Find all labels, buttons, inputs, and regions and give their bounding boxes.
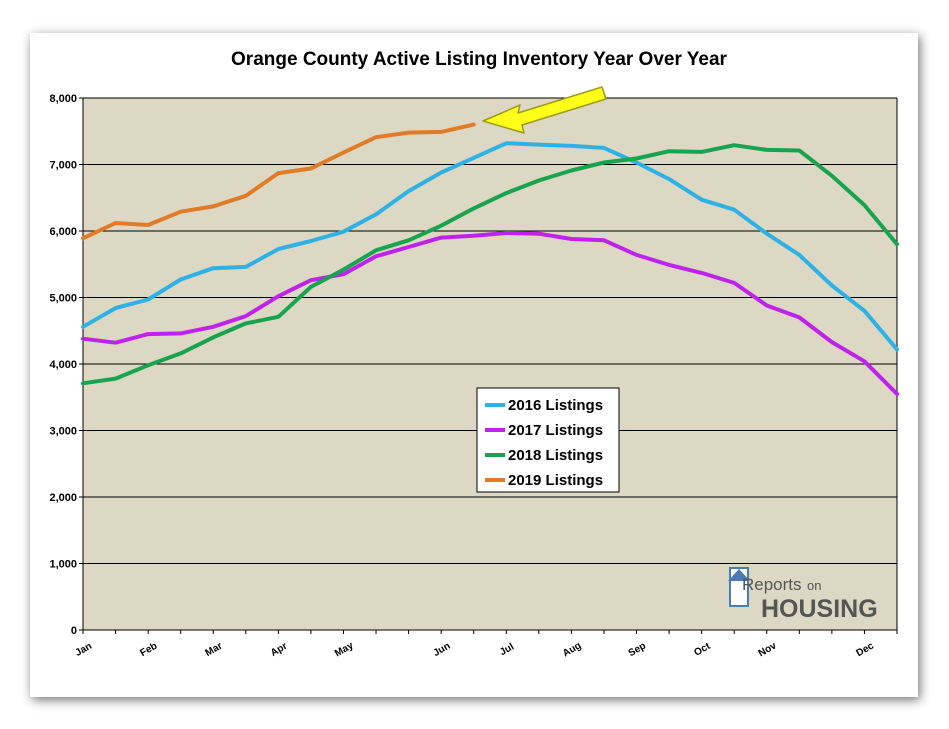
x-tick-label: Aug [561, 640, 583, 659]
legend: 2016 Listings 2017 Listings 2018 Listings 2… [476, 387, 620, 493]
legend-label: 2018 Listings [508, 447, 603, 464]
x-tick-label: Apr [269, 641, 290, 659]
y-axis: 0 1,000 2,000 3,000 4,000 5,000 6,000 7,000 8,00… [49, 93, 83, 637]
series-line-2018 [81, 143, 899, 386]
x-tick-label: Jun [431, 641, 452, 659]
x-tick-label: Dec [854, 640, 876, 659]
highlight-arrow-icon [482, 86, 607, 134]
y-tick-label: 4,000 [49, 359, 77, 371]
chart-card: Orange County Active Listing Inventory Y… [30, 33, 918, 697]
series-lines [81, 122, 899, 396]
reports-on-housing-logo: Reports on HOUSING [728, 567, 878, 623]
line-chart: Orange County Active Listing Inventory Y… [49, 49, 899, 659]
x-tick-label: Sep [627, 640, 648, 659]
y-tick-label: 6,000 [49, 226, 77, 238]
y-tick-label: 3,000 [49, 426, 77, 438]
legend-label: 2017 Listings [508, 422, 603, 439]
y-tick-label: 7,000 [49, 160, 77, 172]
logo-roof-icon [728, 569, 750, 581]
series-line-2019 [81, 122, 476, 241]
series-line-2017 [81, 231, 899, 396]
y-tick-label: 1,000 [49, 559, 77, 571]
logo-word-reports: Reports [742, 575, 802, 594]
y-tick-label: 2,000 [49, 492, 77, 504]
x-tick-label: Feb [138, 641, 159, 659]
x-tick-label: Mar [204, 641, 225, 659]
y-tick-label: 8,000 [49, 93, 77, 105]
chart-title: Orange County Active Listing Inventory Y… [231, 49, 728, 70]
x-tick-label: Oct [692, 641, 713, 659]
y-tick-label: 0 [71, 625, 77, 637]
x-tick-label: Jan [74, 641, 94, 659]
legend-label: 2019 Listings [508, 472, 603, 489]
x-axis: Jan Feb Mar Apr May Jun Jul Aug Sep Oct Nov Dec [74, 630, 898, 659]
x-tick-label: Jul [498, 641, 516, 658]
logo-word-housing: HOUSING [761, 595, 878, 623]
logo-word-on: on [807, 578, 821, 593]
legend-label: 2016 Listings [508, 397, 603, 414]
series-line-2016 [81, 141, 899, 352]
x-tick-label: May [333, 640, 356, 659]
y-tick-label: 5,000 [49, 293, 77, 305]
x-tick-label: Nov [757, 640, 779, 659]
